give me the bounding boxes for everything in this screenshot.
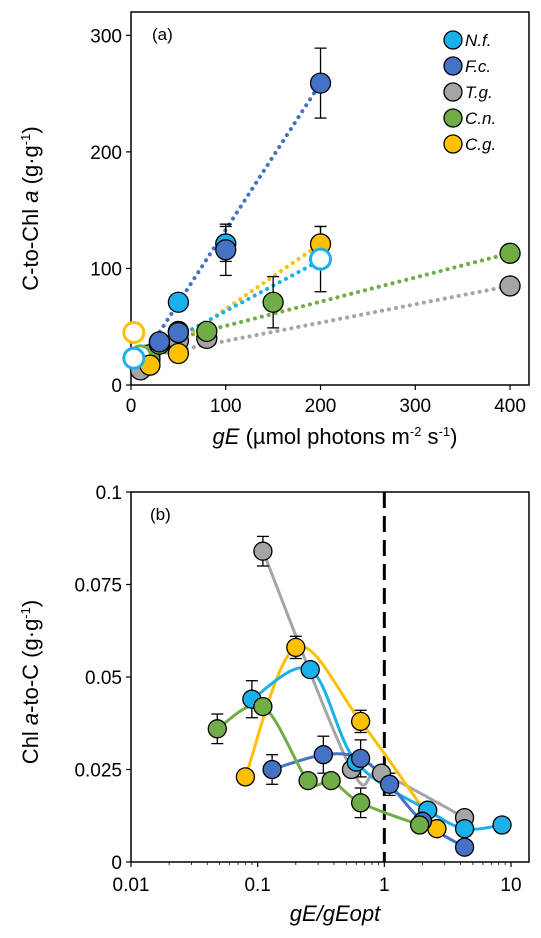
- point-a-T.g.: [499, 275, 521, 297]
- y-tick-label-b: 0: [111, 853, 122, 874]
- y-tick-label-b: 0.075: [74, 576, 122, 597]
- point-b-C.g.: [235, 767, 256, 787]
- y-axis-label-b: Chl a-to-C (g·g-1): [18, 600, 43, 764]
- point-b-F.c.: [350, 748, 371, 769]
- y-tick-label-b: 0.05: [85, 668, 122, 689]
- legend-label-F.c.: F.c.: [465, 57, 491, 76]
- point-a-F.c.: [167, 321, 190, 344]
- plot-a-frame: [130, 11, 530, 386]
- panel-label-b: (b): [150, 505, 171, 524]
- point-b-C.n.: [409, 815, 430, 835]
- point-b-C.g.: [350, 711, 371, 732]
- point-b-C.n.: [253, 696, 273, 717]
- series-line-T.g.: [261, 550, 466, 819]
- x-label-a-mid: s: [421, 424, 438, 449]
- y-label-b-unit: -to-C (g·g: [18, 619, 43, 713]
- x-tick-label-a: 400: [494, 396, 526, 417]
- point-b-F.c.: [262, 759, 282, 780]
- point-b-F.c.: [454, 837, 475, 857]
- y-tick-label-b: 0.025: [74, 761, 122, 782]
- point-b-C.n.: [350, 793, 371, 813]
- x-label-a-italic: gE: [213, 424, 240, 449]
- point-a-N.f.: [167, 291, 190, 313]
- y-label-b-sup: -1: [18, 607, 33, 619]
- legend-label-C.g.: C.g.: [465, 135, 496, 154]
- x-label-a-text: (µmol photons m: [239, 424, 409, 449]
- legend-marker-C.g.: [443, 134, 463, 154]
- y-label-b-text: Chl: [18, 725, 43, 764]
- x-axis-label-a: gE (µmol photons m-2 s-1): [213, 424, 458, 449]
- y-label-a-text: C-to-Chl: [18, 203, 43, 291]
- legend-marker-C.n.: [443, 108, 463, 128]
- open-point-a-N.f.: [122, 346, 146, 370]
- trendline-T.g.: [129, 283, 513, 362]
- y-axis-label-a: C-to-Chl a (g·g-1): [18, 126, 43, 290]
- y-tick-label-a: 100: [90, 259, 122, 280]
- legend-marker-T.g.: [443, 82, 463, 102]
- point-a-C.g.: [167, 342, 190, 365]
- x-label-a-sup2: -1: [439, 424, 451, 439]
- x-label-a-sup1: -2: [410, 424, 422, 439]
- legend-marker-N.f.: [443, 30, 463, 50]
- y-label-a-italic: a: [18, 190, 43, 202]
- x-tick-label-a: 100: [210, 396, 242, 417]
- point-b-T.g.: [253, 541, 273, 561]
- point-b-F.c.: [379, 774, 400, 794]
- point-b-C.g.: [286, 637, 306, 658]
- x-tick-label-b: 1: [379, 875, 390, 896]
- point-a-F.c.: [215, 239, 237, 261]
- point-b-C.n.: [207, 719, 227, 739]
- x-tick-label-a: 200: [305, 396, 337, 417]
- point-b-C.n.: [298, 770, 318, 791]
- point-b-F.c.: [313, 745, 333, 765]
- point-a-C.n.: [499, 242, 521, 264]
- x-axis-label-b: gE/gEopt: [290, 901, 381, 926]
- point-b-N.f.: [492, 815, 512, 835]
- x-tick-label-b: 0.1: [244, 875, 270, 896]
- y-tick-label-b: 0.1: [96, 483, 122, 504]
- y-label-a-sup: -1: [18, 134, 33, 146]
- y-label-a-unit: (g·g: [18, 145, 43, 190]
- legend-label-N.f.: N.f.: [465, 31, 491, 50]
- point-a-F.c.: [148, 331, 171, 353]
- point-b-C.n.: [321, 770, 341, 791]
- panel-label-a: (a): [152, 25, 173, 44]
- trendline-C.n.: [129, 251, 513, 353]
- x-tick-label-b: 10: [500, 875, 521, 896]
- x-tick-label-a: 0: [126, 396, 137, 417]
- y-tick-label-a: 0: [111, 376, 122, 397]
- point-a-C.n.: [196, 320, 218, 343]
- point-a-C.n.: [262, 291, 284, 313]
- legend-label-T.g.: T.g.: [465, 83, 493, 102]
- y-tick-label-a: 200: [90, 143, 122, 164]
- open-point-a-N.f.: [309, 247, 333, 271]
- series-line-C.n.: [216, 703, 421, 827]
- x-label-a-close: ): [450, 424, 457, 449]
- point-a-F.c.: [309, 72, 332, 94]
- x-tick-label-b: 0.01: [113, 875, 150, 896]
- x-tick-label-a: 300: [399, 396, 431, 417]
- y-label-b-close: ): [18, 600, 43, 607]
- point-b-N.f.: [454, 819, 475, 839]
- y-label-a-close: ): [18, 126, 43, 133]
- y-tick-label-a: 300: [90, 26, 122, 47]
- legend-label-C.n.: C.n.: [465, 109, 496, 128]
- point-b-N.f.: [300, 659, 320, 680]
- trendline-F.c.: [138, 81, 323, 364]
- y-label-b-italic: a: [18, 713, 43, 725]
- open-point-a-C.g.: [122, 321, 146, 345]
- legend-marker-F.c.: [443, 56, 463, 76]
